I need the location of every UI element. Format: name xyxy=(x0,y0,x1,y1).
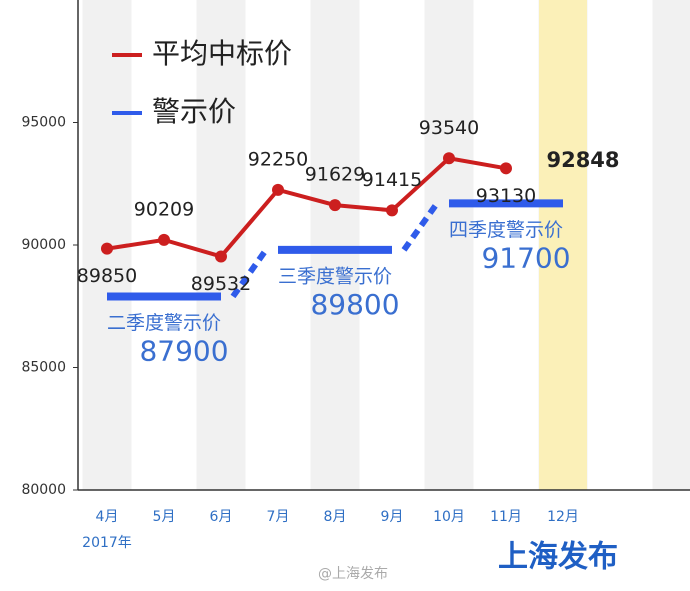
x-tick-label: 5月 xyxy=(153,509,176,525)
price-point xyxy=(500,162,512,175)
price-point xyxy=(272,183,284,196)
quarter-value: 91700 xyxy=(481,241,570,274)
price-line xyxy=(106,156,507,259)
legend-label: 平均中标价 xyxy=(152,37,292,70)
data-label: 91415 xyxy=(362,169,422,191)
stripe xyxy=(310,0,360,490)
warning-connector xyxy=(401,201,440,252)
price-point xyxy=(386,204,398,217)
x-tick-label: 8月 xyxy=(324,509,347,525)
price-point xyxy=(101,242,113,255)
x-tick-label: 12月 xyxy=(547,509,579,525)
legend-label: 警示价 xyxy=(152,95,236,128)
data-label: 92250 xyxy=(248,148,308,170)
y-tick-label: 80000 xyxy=(21,482,66,498)
x-tick-label: 4月 xyxy=(96,509,119,525)
x-tick-label: 7月 xyxy=(267,509,290,525)
data-label: 93540 xyxy=(419,117,479,139)
x-tick-label: 10月 xyxy=(433,509,465,525)
price-point xyxy=(443,152,455,165)
stripe xyxy=(424,0,474,490)
highlight-column xyxy=(539,0,587,490)
y-tick-label: 90000 xyxy=(21,237,66,253)
quarter-label: 四季度警示价 xyxy=(449,219,563,241)
stripe xyxy=(196,0,246,490)
data-label: 93130 xyxy=(476,185,536,207)
data-label: 89532 xyxy=(191,273,251,295)
current-value: 92848 xyxy=(546,148,619,172)
quarter-label: 三季度警示价 xyxy=(278,265,392,287)
y-tick-label: 85000 xyxy=(21,360,66,376)
warning-connector xyxy=(230,248,269,299)
data-label: 91629 xyxy=(305,164,365,186)
brand: 上海发布 xyxy=(498,540,618,575)
x-tick-label: 6月 xyxy=(210,509,233,525)
price-point xyxy=(158,233,170,246)
x-tick-label: 9月 xyxy=(381,509,404,525)
stripe xyxy=(652,0,690,490)
quarter-label: 二季度警示价 xyxy=(107,312,221,334)
x-tick-label: 11月 xyxy=(490,509,522,525)
data-label: 90209 xyxy=(134,198,194,220)
price-point xyxy=(215,250,227,263)
data-label: 89850 xyxy=(77,265,137,287)
source: @上海发布 xyxy=(318,566,388,582)
x-note: 2017年 xyxy=(82,535,132,551)
quarter-value: 89800 xyxy=(310,288,399,321)
quarter-value: 87900 xyxy=(139,334,228,367)
price-point xyxy=(329,199,341,212)
y-tick-label: 95000 xyxy=(21,115,66,131)
